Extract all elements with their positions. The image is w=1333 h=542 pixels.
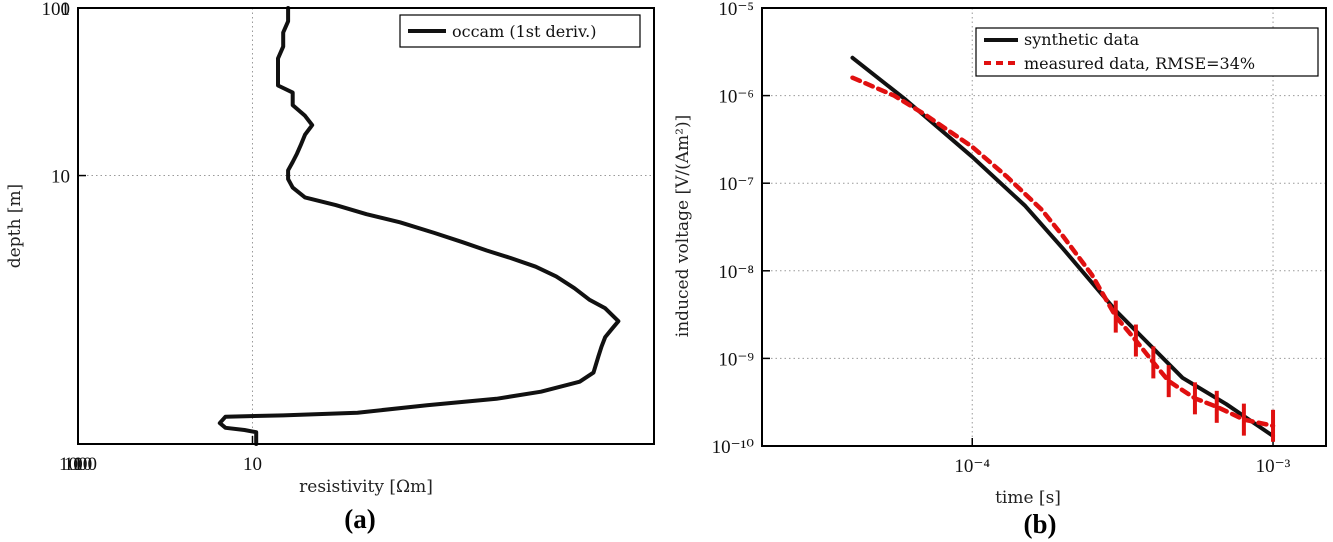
panel-a-xtick-label: 10 [243, 454, 262, 475]
panel-b-ytick-label: 10⁻¹⁰ [712, 437, 755, 458]
panel-b-grid [762, 8, 1326, 446]
panel-a-frame [77, 7, 655, 445]
panel-b-xtick-label: 10⁻³ [1256, 456, 1291, 477]
panel-a-series [217, 6, 621, 446]
panel-a-ytick-label: 1 [61, 0, 71, 20]
panel-b-ytick-label: 10⁻⁶ [718, 87, 754, 108]
panel-a-xtick-label: 100 [64, 454, 93, 475]
panel-b-xlabel: time [s] [995, 488, 1061, 508]
panel-a-ylabel: depth [m] [5, 184, 25, 268]
panel-b-frame [761, 7, 1327, 447]
panel-b-ytick-label: 10⁻⁵ [718, 0, 754, 20]
panel-b-legend-label-synthetic: synthetic data [1024, 30, 1140, 49]
panel-a-label: (a) [344, 504, 375, 534]
panel-b-legend-box [975, 27, 1319, 77]
panel-b-ticks: 10⁻⁴ 10⁻³ 10⁻¹⁰ 10⁻⁹ 10⁻⁸ 10⁻⁷ 10⁻⁶ 10⁻⁵ [712, 0, 1291, 477]
panel-a-xlabel: resistivity [Ωm] [299, 477, 433, 497]
panel-b-chart: 10⁻⁴ 10⁻³ 10⁻¹⁰ 10⁻⁹ 10⁻⁸ 10⁻⁷ 10⁻⁶ 10⁻⁵ synthe… [673, 0, 1327, 539]
panel-a-grid [78, 8, 654, 444]
panel-b-ytick-label: 10⁻⁹ [718, 349, 754, 370]
panel-b-xtick-label: 10⁻⁴ [954, 456, 990, 477]
panel-a-ytick-label: 10 [51, 167, 70, 188]
panel-a-legend: occam (1st deriv.) [399, 14, 641, 48]
panel-b-ylabel: induced voltage [V/(Am²)] [673, 115, 693, 337]
panel-a-legend-label: occam (1st deriv.) [452, 22, 596, 41]
panel-b-ytick-label: 10⁻⁸ [718, 262, 754, 283]
panel-a-ytick-label: 100 [42, 0, 71, 20]
panel-b-legend: synthetic data measured data, RMSE=34% [975, 27, 1319, 77]
panel-a-plot-area [78, 8, 654, 444]
panel-a-xtick-label: 1 [73, 454, 83, 475]
panel-a-xtick-label: 1000 [59, 454, 97, 475]
panel-a-series-line-1 [217, 6, 621, 446]
panel-b-series-line-2 [850, 75, 1276, 429]
panel-b-ytick-label: 10⁻⁷ [718, 174, 754, 195]
panel-b-legend-label-measured: measured data, RMSE=34% [1024, 54, 1255, 73]
panel-b-label: (b) [1024, 509, 1057, 539]
panel-b-series [850, 55, 1276, 442]
